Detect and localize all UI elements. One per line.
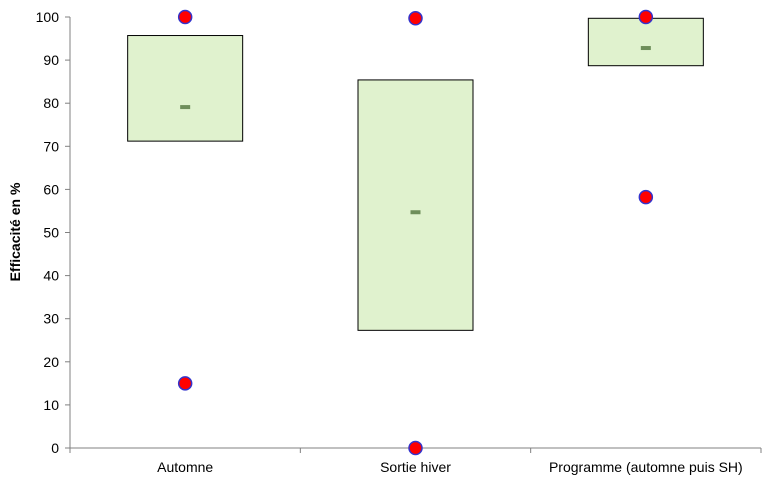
min-point xyxy=(638,189,654,205)
y-tick-label: 30 xyxy=(43,311,59,327)
y-tick-label: 10 xyxy=(43,397,59,413)
boxes xyxy=(127,17,704,331)
max-point xyxy=(177,9,193,25)
y-tick-label: 50 xyxy=(43,225,59,241)
y-tick-label: 90 xyxy=(43,52,59,68)
median-mark xyxy=(410,210,421,215)
y-tick-label: 40 xyxy=(43,268,59,284)
max-point xyxy=(638,9,654,25)
y-tick-label: 100 xyxy=(36,9,60,25)
y-tick-label: 0 xyxy=(51,440,59,456)
box-rect xyxy=(357,79,474,331)
extreme-points xyxy=(177,9,654,456)
y-axis-title: Efficacité en % xyxy=(7,182,23,281)
max-point xyxy=(408,11,423,26)
min-point xyxy=(177,376,193,391)
y-tick-label: 20 xyxy=(43,354,59,370)
y-tick-label: 70 xyxy=(43,138,59,154)
x-category-label: Programme (automne puis SH) xyxy=(549,459,743,475)
y-tick-label: 60 xyxy=(43,181,59,197)
y-axis: 0 10 20 30 40 50 60 70 80 90 100 xyxy=(36,9,71,456)
min-point xyxy=(408,440,423,456)
y-tick-label: 80 xyxy=(43,95,59,111)
median-mark xyxy=(180,105,191,110)
box-rect xyxy=(127,35,244,142)
x-category-label: Automne xyxy=(157,459,213,475)
x-category-label: Sortie hiver xyxy=(380,459,451,475)
median-mark xyxy=(640,46,651,51)
box-rect xyxy=(587,17,704,67)
